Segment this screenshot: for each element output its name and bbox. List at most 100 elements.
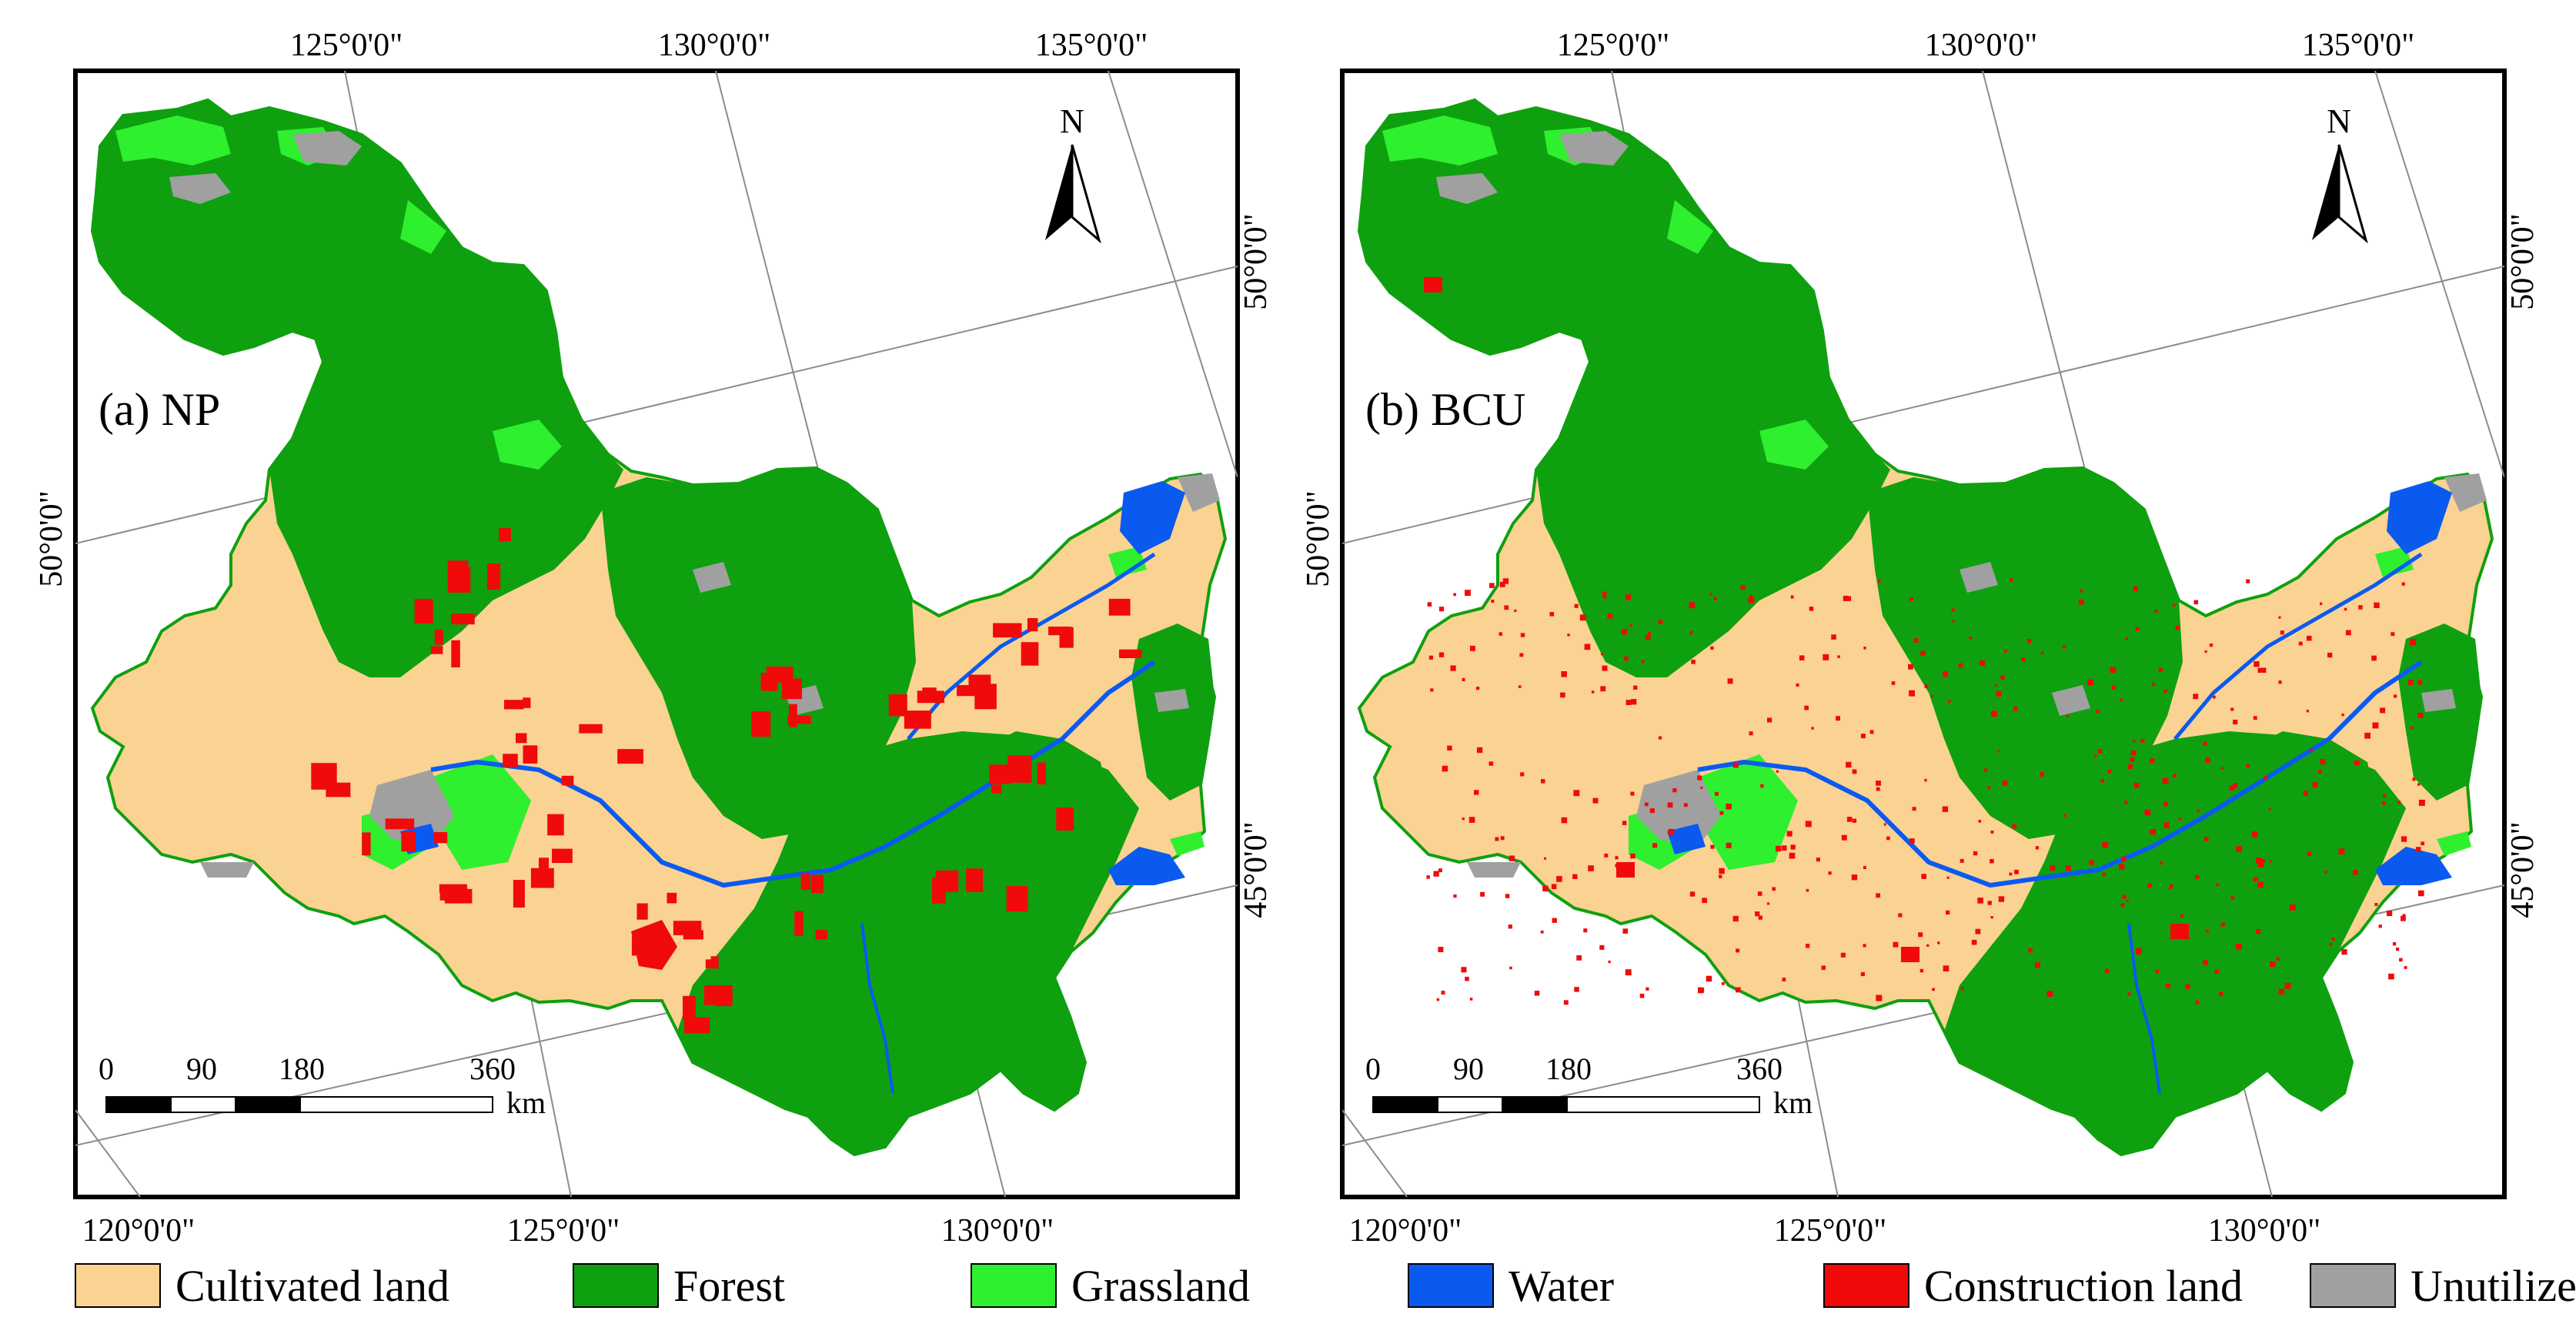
construction-patch (1602, 594, 1607, 599)
construction-patch (326, 782, 351, 797)
construction-patch (1108, 598, 1131, 616)
construction-patch (1878, 580, 1881, 583)
construction-patch (2256, 859, 2260, 863)
construction-patch (888, 694, 907, 717)
construction-patch (1549, 612, 1555, 617)
construction-patch (2298, 641, 2303, 646)
construction-patch (789, 704, 797, 727)
construction-patch (1644, 802, 1649, 807)
construction-patch (2124, 801, 2128, 804)
construction-patch (1732, 762, 1739, 768)
construction-patch (1007, 755, 1032, 783)
legend-label: Unutilized land (2411, 1261, 2576, 1311)
construction-patch (1706, 975, 1712, 982)
construction-patch (1498, 632, 1503, 636)
construction-patch (1796, 683, 1799, 687)
construction-patch (2028, 948, 2033, 953)
construction-patch (2120, 903, 2125, 907)
construction-patch (1698, 987, 1704, 994)
construction-patch (2230, 707, 2234, 711)
construction-patch (1576, 955, 1582, 961)
construction-patch (1710, 844, 1715, 849)
construction-patch (917, 690, 944, 704)
construction-patch (815, 930, 827, 940)
construction-patch (1433, 871, 1439, 877)
construction-patch (1840, 952, 1846, 958)
construction-patch (2387, 910, 2393, 917)
construction-patch (2162, 777, 2169, 784)
construction-patch (2220, 922, 2225, 927)
construction-patch (1697, 775, 1702, 781)
construction-patch (2341, 713, 2344, 717)
construction-patch (2063, 814, 2066, 817)
construction-patch (2306, 635, 2312, 641)
construction-patch (1942, 806, 1949, 812)
construction-patch (1932, 988, 1935, 991)
construction-patch (2280, 630, 2284, 635)
construction-patch (1689, 891, 1696, 897)
construction-patch (1453, 894, 1457, 898)
construction-patch (1027, 618, 1038, 632)
construction-patch (1736, 987, 1741, 993)
construction-patch (1438, 868, 1442, 873)
construction-patch (1776, 845, 1782, 852)
construction-patch (1947, 700, 1951, 703)
construction-patch (1951, 608, 1955, 612)
construction-patch (2358, 605, 2363, 610)
construction-patch (2147, 883, 2152, 888)
construction-patch (2278, 616, 2281, 619)
construction-patch (1710, 646, 1714, 650)
construction-patch (2102, 872, 2107, 877)
construction-patch (2401, 915, 2406, 921)
construction-patch (1667, 802, 1673, 808)
construction-patch (2233, 719, 2238, 725)
construction-patch (1893, 941, 1899, 948)
construction-patch (1625, 969, 1632, 976)
construction-patch (2412, 777, 2416, 781)
construction-patch (1991, 710, 1997, 717)
construction-patch (1465, 976, 1469, 981)
construction-patch (1987, 786, 1990, 789)
construction-patch (1749, 594, 1753, 598)
construction-patch (1574, 987, 1579, 992)
construction-patch (2080, 589, 2083, 593)
construction-patch (2160, 861, 2163, 865)
construction-patch (1846, 817, 1853, 822)
construction-patch (1869, 730, 1874, 734)
construction-patch (2338, 848, 2345, 855)
construction-patch (1816, 858, 1820, 862)
construction-patch (1625, 700, 1632, 705)
construction-patch (2040, 651, 2044, 654)
construction-patch (1748, 597, 1755, 603)
construction-patch (1799, 655, 1805, 660)
construction-patch (1898, 913, 1903, 918)
construction-patch (2040, 772, 2045, 777)
construction-patch (1602, 591, 1607, 597)
construction-patch (794, 911, 804, 936)
construction-patch (2209, 644, 2213, 647)
construction-patch (1453, 593, 1456, 597)
construction-patch (1804, 705, 1809, 710)
construction-patch (2383, 794, 2387, 797)
construction-patch (1604, 853, 1609, 858)
construction-patch (2382, 801, 2386, 805)
construction-patch (2401, 836, 2407, 842)
construction-patch (1037, 762, 1046, 785)
construction-patch (989, 764, 1011, 784)
construction-patch (1997, 750, 2000, 753)
construction-patch (2154, 609, 2158, 613)
scale-tick: 90 (186, 1051, 217, 1086)
construction-patch (2264, 776, 2267, 781)
construction-patch (1823, 654, 1829, 660)
construction-patch (1987, 901, 1992, 905)
construction-patch (2345, 630, 2351, 636)
construction-patch (1719, 874, 1722, 878)
construction-patch (1583, 928, 1588, 933)
construction-patch (636, 903, 648, 920)
construction-patch (2193, 694, 2199, 700)
construction-patch (2410, 639, 2417, 645)
construction-patch (1427, 602, 1432, 607)
construction-patch (1518, 685, 1522, 688)
construction-patch (2269, 860, 2272, 863)
construction-patch (1837, 655, 1840, 658)
